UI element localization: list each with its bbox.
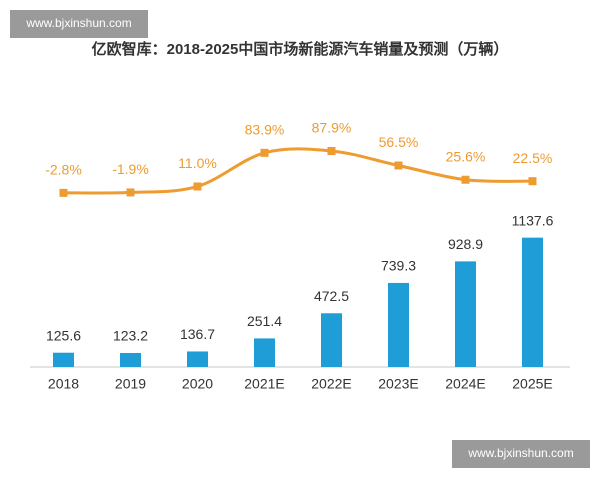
x-tick-label: 2023E [378, 376, 418, 392]
x-tick-label: 2020 [182, 376, 213, 392]
bar-value-label: 1137.6 [512, 212, 554, 228]
x-tick-label: 2019 [115, 376, 146, 392]
bar-value-label: 125.6 [46, 327, 81, 343]
watermark-box [10, 10, 148, 38]
line-value-label: 83.9% [245, 122, 285, 138]
bar-value-label: 472.5 [314, 288, 349, 304]
bar-value-label: 251.4 [247, 313, 282, 329]
watermark-box [452, 440, 590, 468]
chart-title: 亿欧智库：2018-2025中国市场新能源汽车销量及预测（万辆） [92, 40, 509, 58]
line-marker [327, 146, 336, 155]
line-marker [59, 188, 68, 197]
line-value-label: 87.9% [312, 120, 352, 136]
watermark: www.bjxinshun.com [467, 446, 573, 460]
x-tick-label: 2022E [311, 376, 351, 392]
line-value-label: 25.6% [446, 148, 486, 164]
line-value-label: 11.0% [178, 155, 217, 171]
growth-line [63, 147, 533, 195]
line-marker [193, 182, 202, 191]
bar [120, 352, 141, 367]
line-marker [126, 188, 135, 197]
bar [455, 261, 476, 367]
bar-value-label: 739.3 [381, 258, 416, 274]
bar [388, 282, 409, 367]
x-tick-label: 2021E [244, 376, 284, 392]
bar [254, 338, 275, 367]
x-tick-label: 2025E [512, 376, 552, 392]
bar-value-label: 928.9 [448, 236, 483, 252]
line-value-label: 22.5% [513, 150, 553, 166]
watermark: www.bjxinshun.com [25, 16, 131, 30]
bar [321, 313, 342, 367]
bar [522, 237, 543, 367]
x-tick-label: 2024E [445, 376, 485, 392]
line-marker [394, 161, 403, 170]
line-value-label: -2.8% [45, 162, 82, 178]
line-value-label: -1.9% [112, 161, 149, 177]
x-tick-label: 2018 [48, 376, 79, 392]
bar [187, 351, 208, 367]
line-marker [260, 148, 269, 157]
line-value-label: 56.5% [379, 134, 419, 150]
bar-value-label: 123.2 [113, 328, 148, 344]
line-marker [461, 175, 470, 184]
line-marker [528, 177, 537, 186]
bar-value-label: 136.7 [180, 326, 215, 342]
bar [53, 352, 74, 367]
